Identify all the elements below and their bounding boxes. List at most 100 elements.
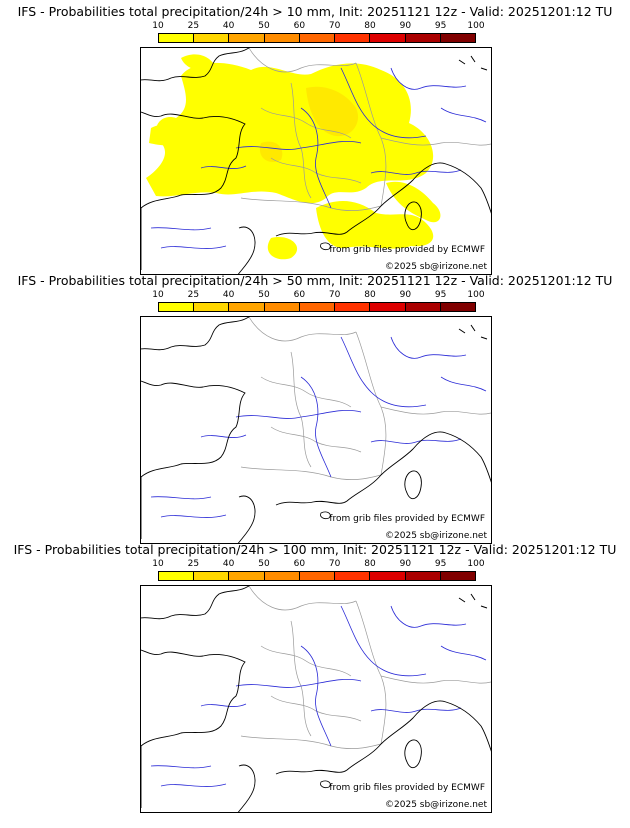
river: [440, 107, 487, 123]
colorbar-tick-label: 60: [293, 21, 306, 31]
colorbar-tick-label: 80: [364, 290, 376, 300]
credit-grib: from grib files provided by ECMWF: [329, 783, 485, 793]
precip-panel-50mm: IFS - Probabilities total precipitation/…: [0, 269, 630, 545]
colorbar-tick-label: 60: [293, 559, 306, 569]
colorbar-tick-label: 95: [434, 559, 447, 569]
river: [390, 336, 467, 359]
coastline-fragments: [458, 324, 488, 340]
colorbar-tick-label: 25: [187, 559, 200, 569]
river: [200, 434, 247, 438]
panel-title: IFS - Probabilities total precipitation/…: [17, 4, 613, 19]
river: [160, 783, 227, 787]
colorbar-segment: [405, 34, 441, 42]
colorbar-segment: [370, 34, 406, 42]
colorbar-segment: [229, 572, 265, 580]
colorbar: [158, 33, 476, 43]
river: [440, 645, 487, 661]
colorbar-tick-label: 100: [467, 559, 485, 569]
admin-border: [248, 48, 357, 73]
credit-copyright: ©2025 sb@irizone.net: [385, 531, 487, 541]
colorbar-segment: [299, 303, 336, 311]
admin-border: [260, 376, 352, 408]
admin-border: [290, 351, 312, 468]
admin-border: [355, 600, 387, 745]
admin-border: [290, 620, 312, 737]
colorbar-labels: 10 25 40 50 60 70 80 90 95 100: [152, 21, 484, 33]
river: [150, 227, 212, 231]
river: [300, 645, 332, 747]
coastline: [141, 48, 491, 274]
colorbar-segment: [335, 303, 371, 311]
river: [150, 496, 212, 500]
probability-map: from grib files provided by ECMWF ©2025 …: [140, 585, 492, 813]
colorbar-tick-label: 10: [152, 559, 164, 569]
corsica-coastline: [404, 201, 422, 231]
probability-map: from grib files provided by ECMWF ©2025 …: [140, 316, 492, 544]
colorbar-tick-label: 95: [434, 290, 447, 300]
probability-map: from grib files provided by ECMWF ©2025 …: [140, 47, 492, 275]
river: [390, 605, 467, 628]
colorbar-tick-label: 25: [187, 290, 200, 300]
panel-title: IFS - Probabilities total precipitation/…: [13, 542, 617, 557]
river: [160, 514, 227, 518]
colorbar-tick-label: 40: [222, 559, 235, 569]
colorbar-tick-label: 40: [222, 290, 235, 300]
admin-border: [248, 317, 357, 342]
colorbar-tick-label: 40: [222, 21, 235, 31]
colorbar-segment: [264, 303, 300, 311]
admin-border: [270, 426, 362, 453]
river: [440, 376, 487, 392]
admin-border: [380, 675, 491, 684]
admin-border: [380, 137, 491, 146]
credit-copyright: ©2025 sb@irizone.net: [385, 800, 487, 810]
colorbar-segment: [405, 572, 441, 580]
river: [235, 678, 362, 688]
map-canvas: [141, 586, 491, 812]
island-coastline: [320, 511, 331, 520]
island-coastline: [320, 780, 331, 789]
credit-grib: from grib files provided by ECMWF: [329, 514, 485, 524]
colorbar-tick-label: 25: [187, 21, 200, 31]
colorbar-segment: [194, 303, 230, 311]
map-canvas: [141, 317, 491, 543]
river: [340, 336, 427, 408]
map-canvas: [141, 48, 491, 274]
river: [300, 376, 332, 478]
river: [370, 438, 462, 444]
precip-area: [267, 237, 298, 260]
river: [235, 140, 362, 150]
colorbar-segment: [299, 34, 336, 42]
colorbar-segment: [194, 34, 230, 42]
colorbar-segment: [194, 572, 230, 580]
colorbar-segment: [405, 303, 441, 311]
colorbar: [158, 571, 476, 581]
colorbar-segment: [264, 572, 300, 580]
colorbar-tick-label: 60: [293, 290, 306, 300]
colorbar-tick-label: 95: [434, 21, 447, 31]
colorbar-segment: [335, 572, 371, 580]
river: [340, 605, 427, 677]
admin-border: [270, 695, 362, 722]
precip-panel-10mm: IFS - Probabilities total precipitation/…: [0, 0, 630, 276]
colorbar-tick-label: 80: [364, 559, 376, 569]
river: [300, 107, 332, 209]
colorbar-tick-label: 70: [328, 290, 341, 300]
colorbar-tick-label: 70: [328, 21, 341, 31]
admin-border: [248, 586, 357, 611]
admin-border: [240, 735, 382, 749]
credit-grib: from grib files provided by ECMWF: [329, 245, 485, 255]
colorbar-segment: [229, 303, 265, 311]
colorbar-segment: [440, 572, 475, 580]
river: [370, 707, 462, 713]
precip-area: [146, 62, 434, 204]
colorbar-segment: [229, 34, 265, 42]
colorbar-tick-label: 90: [399, 21, 412, 31]
admin-border: [260, 107, 352, 139]
admin-border: [240, 466, 382, 480]
admin-border: [355, 331, 387, 476]
island-coastline: [320, 242, 331, 251]
river: [160, 245, 227, 249]
river: [235, 409, 362, 419]
colorbar-segment: [159, 572, 195, 580]
river: [390, 67, 467, 90]
